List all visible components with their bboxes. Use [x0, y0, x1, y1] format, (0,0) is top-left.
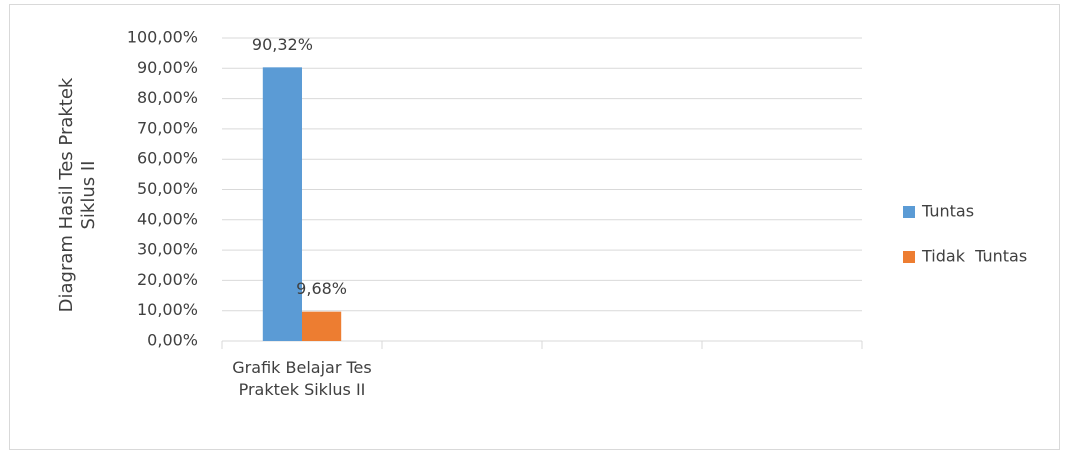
- y-tick-label: 70,00%: [137, 118, 198, 137]
- y-tick-label: 80,00%: [137, 88, 198, 107]
- x-tick-label: Grafik Belajar Tes Praktek Siklus II: [232, 358, 372, 399]
- chart-border: [9, 4, 1060, 450]
- legend-swatch: [903, 251, 915, 263]
- y-tick-label: 0,00%: [147, 331, 198, 350]
- bar: [262, 67, 302, 342]
- bar: [302, 311, 342, 341]
- legend-label: Tidak Tuntas: [921, 247, 1027, 266]
- y-tick-label: 100,00%: [127, 28, 198, 47]
- y-tick-label: 90,00%: [137, 58, 198, 77]
- y-tick-label: 50,00%: [137, 179, 198, 198]
- y-tick-label: 30,00%: [137, 240, 198, 259]
- y-axis-title: Diagram Hasil Tes Praktek Siklus II: [56, 77, 99, 313]
- legend-label: Tuntas: [921, 202, 974, 221]
- y-tick-label: 60,00%: [137, 149, 198, 168]
- y-tick-label: 40,00%: [137, 209, 198, 228]
- y-tick-label: 20,00%: [137, 270, 198, 289]
- y-tick-label: 10,00%: [137, 300, 198, 319]
- data-label: 90,32%: [252, 35, 313, 54]
- legend-swatch: [903, 206, 915, 218]
- data-label: 9,68%: [296, 279, 347, 298]
